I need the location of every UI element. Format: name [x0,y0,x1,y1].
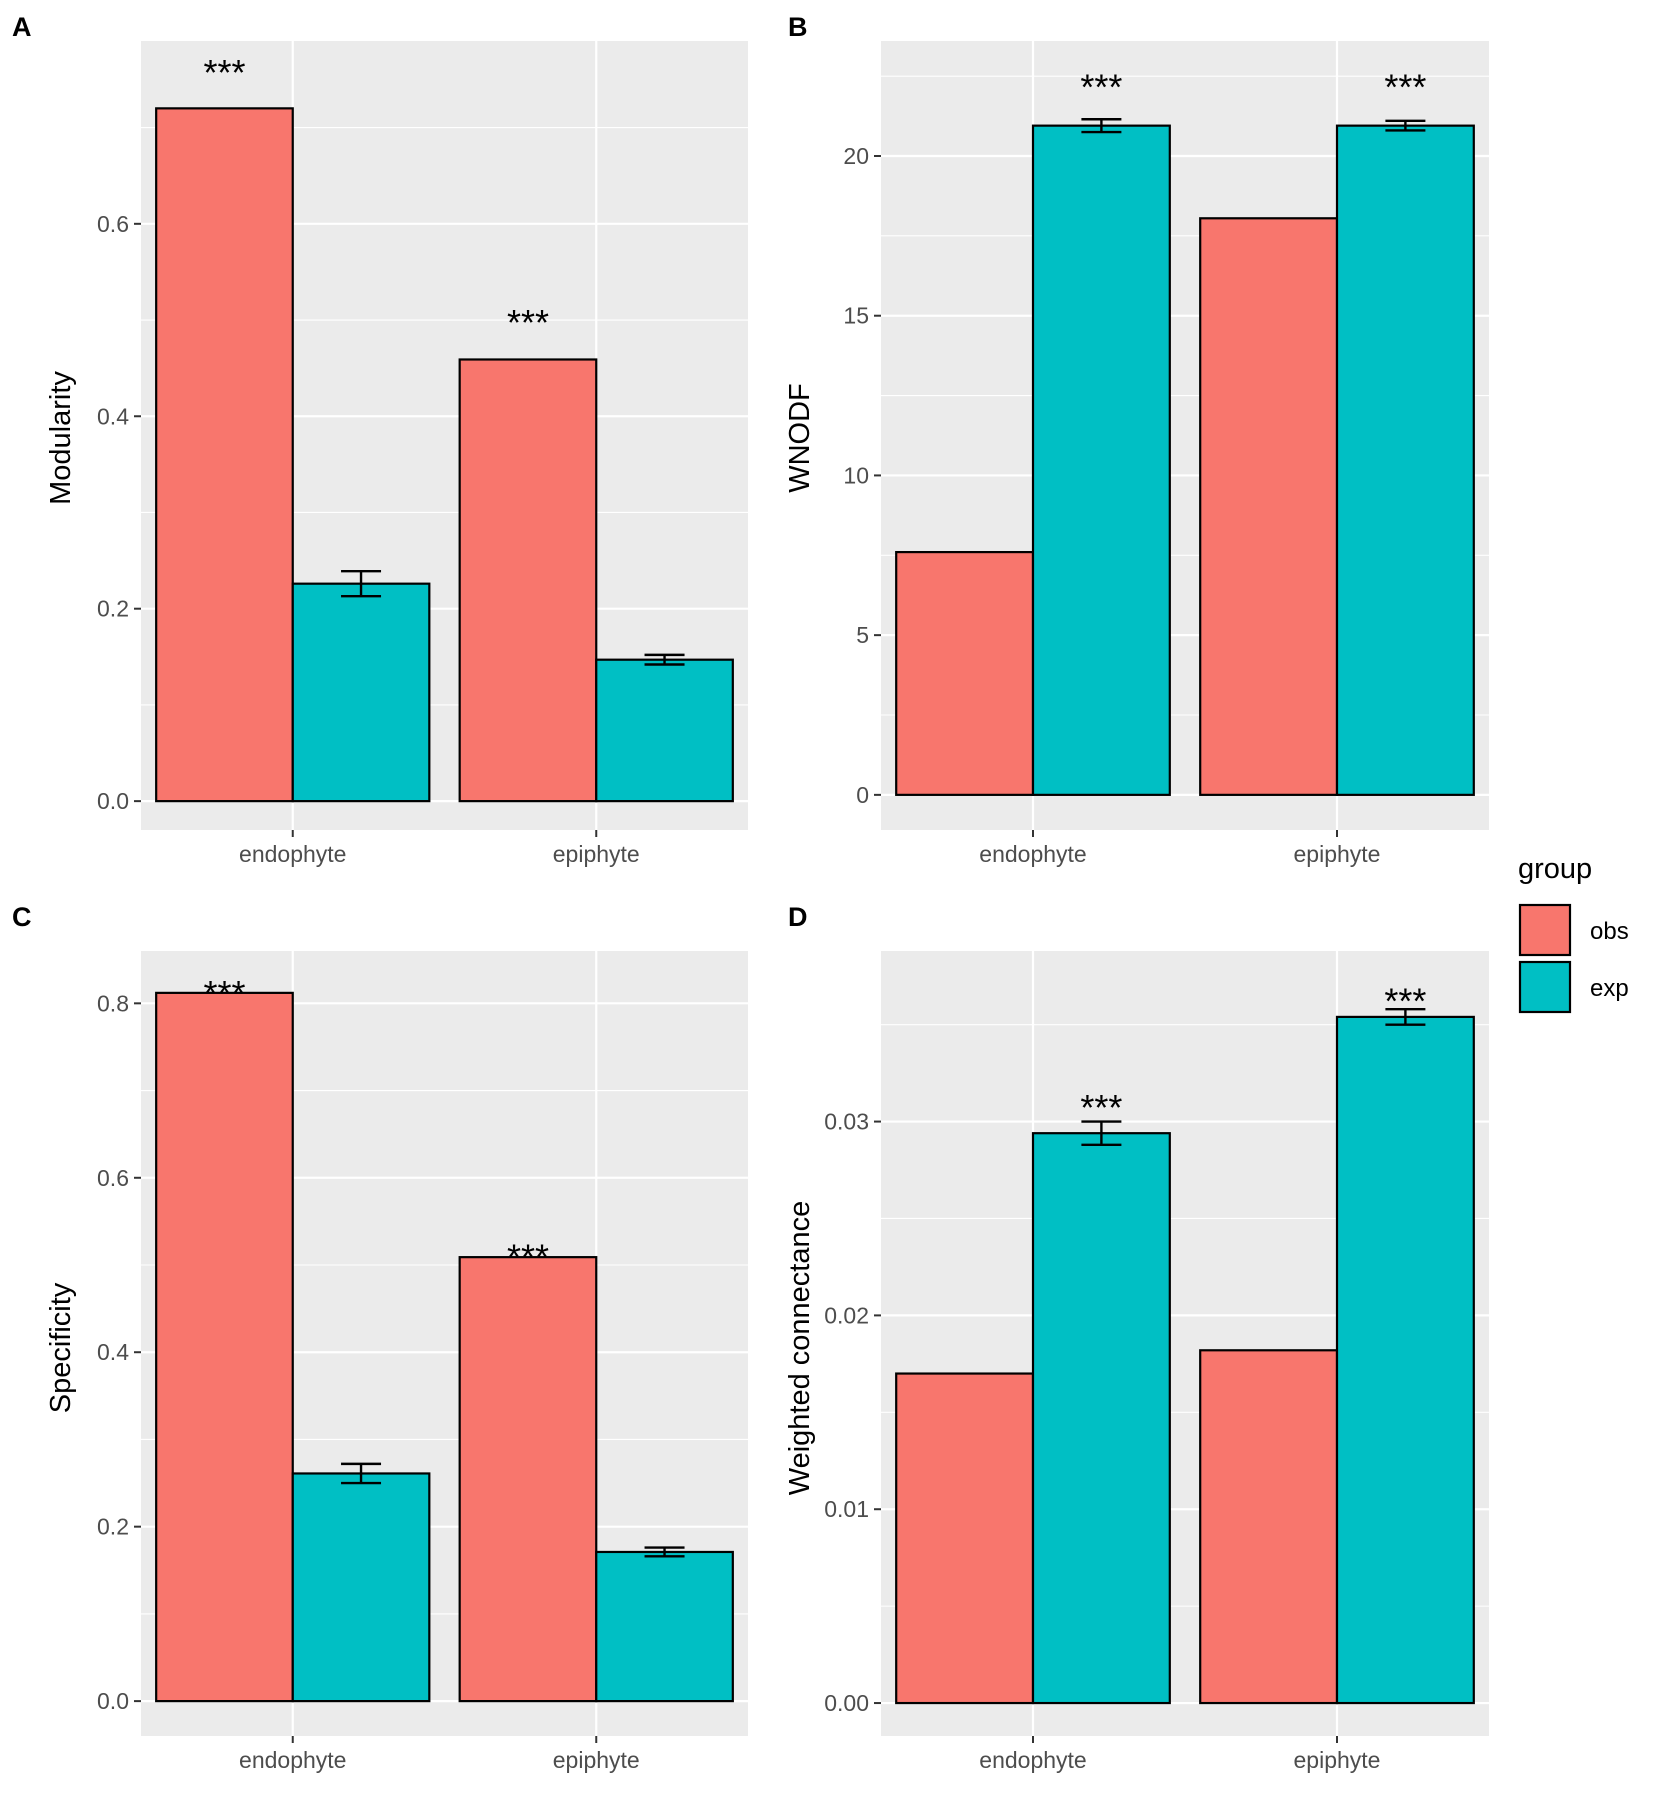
panel-b: B WNODF 0 5 10 15 20 *** *** endophyte epiphyte [784,12,1489,867]
x-tick-label-c-endophyte: endophyte [239,1747,346,1773]
significance-label-d-endophyte: *** [1080,1087,1122,1128]
bar-a-epiphyte-obs [458,358,598,803]
y-tick-label-b: 15 [843,303,869,329]
y-axis-title-d: Weighted connectance [784,1201,816,1496]
bar-b-epiphyte-exp [1335,124,1475,796]
y-tick-label-b: 20 [843,143,869,169]
bar-d-endophyte-exp [1031,1132,1171,1705]
y-tick-label-c: 0.0 [97,1688,129,1714]
bar-a-epiphyte-exp [595,658,734,803]
panel-letter-b: B [788,12,808,42]
legend-label-exp: exp [1590,975,1629,1002]
significance-label-a-endophyte: *** [203,52,245,93]
y-tick-label-b: 5 [856,622,869,648]
significance-label-d-epiphyte: *** [1384,981,1426,1022]
x-tick-label-d-endophyte: endophyte [979,1747,1086,1773]
bar-d-endophyte-obs [895,1372,1035,1705]
significance-label-a-epiphyte: *** [507,302,549,343]
bar-d-epiphyte-exp [1335,1015,1475,1705]
panel-c: C Specificity 0.0 0.2 0.4 0.6 0.8 *** *** endop… [12,902,748,1773]
panel-d: D Weighted connectance 0.00 0.01 0.02 0.03 *… [784,902,1489,1773]
panel-letter-a: A [12,12,32,42]
bar-b-endophyte-obs [895,550,1035,796]
bar-c-epiphyte-obs [458,1256,598,1703]
bar-c-epiphyte-exp [595,1550,734,1703]
error-bar-b-endophyte-exp [1081,118,1122,134]
error-bar-c-endophyte-exp [341,1462,382,1485]
x-tick-label-b-epiphyte: epiphyte [1294,841,1381,867]
legend: group obs exp [1518,853,1629,1014]
bar-b-endophyte-exp [1031,124,1171,796]
bar-c-endophyte-obs [155,991,294,1703]
y-axis-title-a: Modularity [45,371,77,505]
bar-d-epiphyte-obs [1199,1349,1339,1705]
y-tick-label-b: 0 [856,782,869,808]
significance-label-c-endophyte: *** [203,973,245,1014]
y-tick-label-c: 0.6 [97,1165,129,1191]
y-tick-label-a: 0.4 [97,403,129,429]
significance-label-b-epiphyte: *** [1384,66,1426,107]
legend-title: group [1518,853,1592,885]
y-tick-label-d: 0.03 [824,1109,869,1135]
significance-label-c-epiphyte: *** [507,1236,549,1277]
bar-c-endophyte-exp [291,1472,431,1703]
y-axis-title-b: WNODF [784,383,816,493]
x-tick-label-d-epiphyte: epiphyte [1294,1747,1381,1773]
legend-label-obs: obs [1590,918,1629,945]
y-tick-label-d: 0.02 [824,1302,869,1328]
error-bar-b-epiphyte-exp [1385,119,1426,132]
y-tick-label-a: 0.0 [97,788,129,814]
y-tick-label-c: 0.8 [97,990,129,1016]
y-tick-label-d: 0.01 [824,1496,869,1522]
x-tick-label-c-epiphyte: epiphyte [553,1747,640,1773]
y-axis-title-c: Specificity [45,1282,77,1413]
y-tick-label-a: 0.6 [97,211,129,237]
error-bar-d-epiphyte-exp [1385,1007,1426,1026]
error-bar-a-epiphyte-exp [644,653,685,666]
y-tick-label-c: 0.4 [97,1339,129,1365]
legend-key-obs [1518,903,1572,957]
panel-letter-d: D [788,902,808,932]
bar-b-epiphyte-obs [1199,217,1339,796]
bar-a-endophyte-exp [291,582,431,803]
y-tick-label-b: 10 [843,462,869,488]
x-tick-label-b-endophyte: endophyte [979,841,1086,867]
x-tick-label-a-epiphyte: epiphyte [553,841,640,867]
error-bar-a-endophyte-exp [341,569,382,598]
significance-label-b-endophyte: *** [1080,66,1122,107]
error-bar-c-epiphyte-exp [644,1546,685,1558]
bar-a-endophyte-obs [155,107,294,803]
y-tick-label-a: 0.2 [97,596,129,622]
x-tick-label-a-endophyte: endophyte [239,841,346,867]
legend-key-exp [1518,960,1572,1014]
panel-a: A Modularity 0.0 0.2 0.4 0.6 *** *** endophyte… [12,12,748,867]
error-bar-d-endophyte-exp [1081,1120,1122,1147]
panel-letter-c: C [12,902,32,932]
y-tick-label-d: 0.00 [824,1690,869,1716]
y-tick-label-c: 0.2 [97,1514,129,1540]
